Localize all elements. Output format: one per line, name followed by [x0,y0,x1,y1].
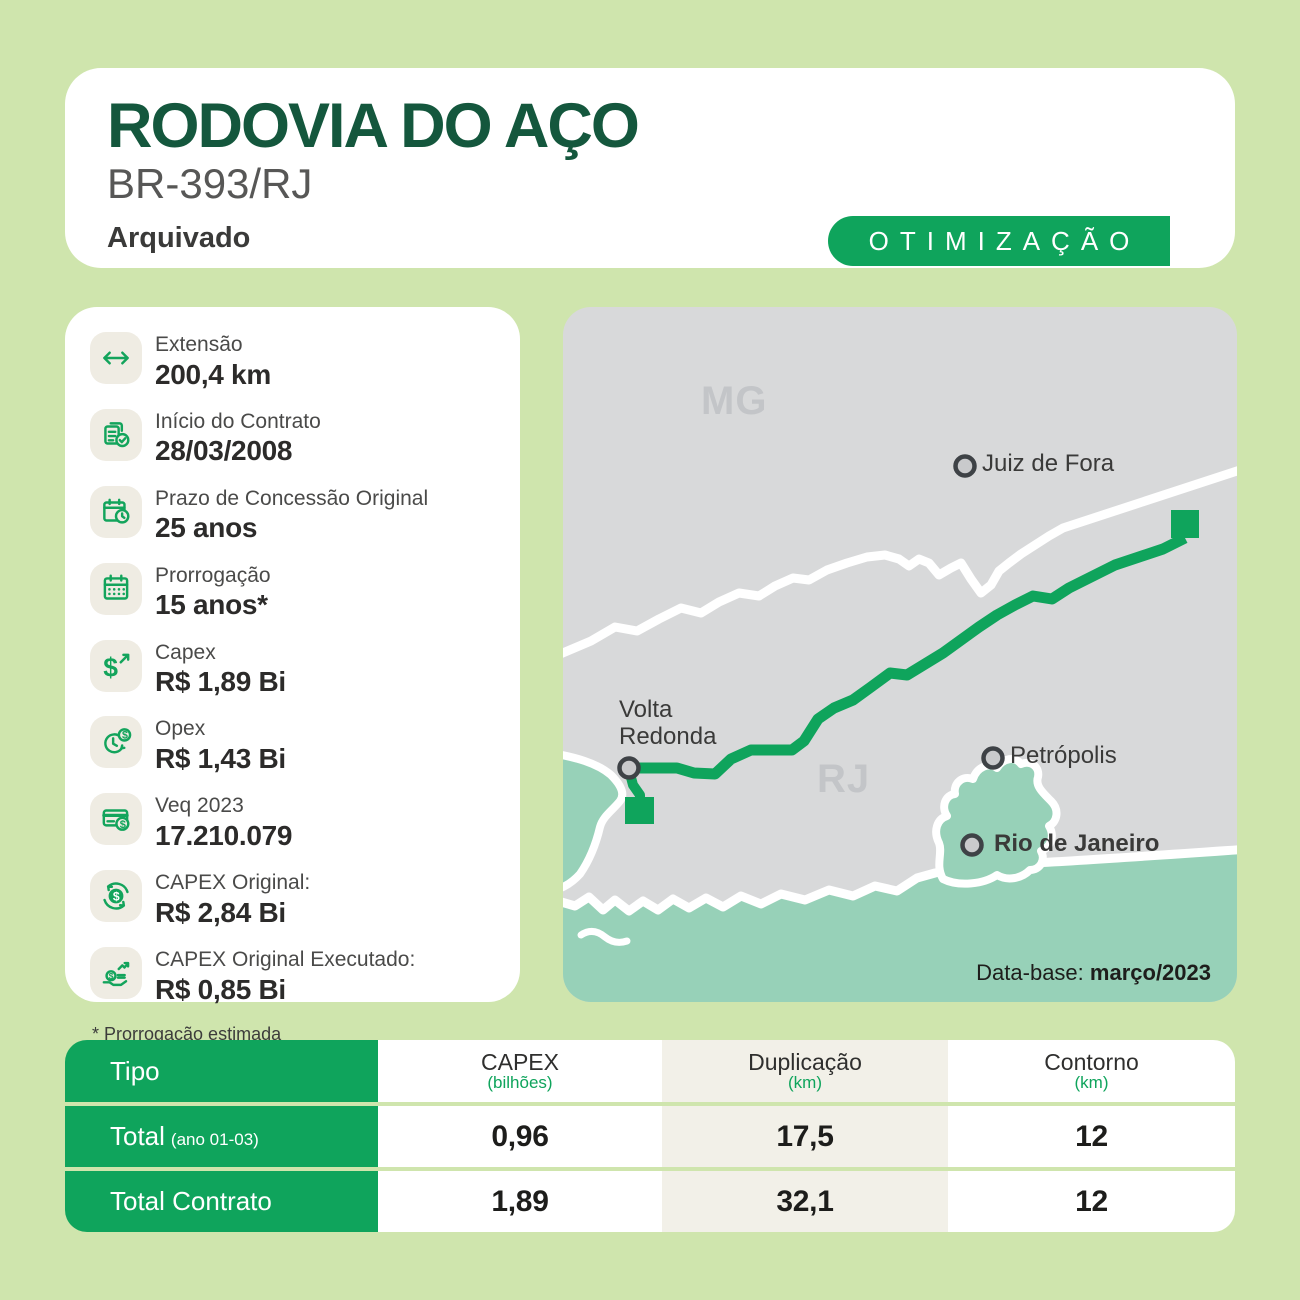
stat-extensao: Extensão 200,4 km [90,332,500,390]
highway-code: BR-393/RJ [107,160,313,208]
calendar-icon [90,562,142,615]
hand-money-icon: $ [90,947,142,999]
value-cell: 32,1 [662,1171,948,1232]
stat-label: Prorrogação [155,563,271,587]
length-arrow-icon [90,332,142,384]
row-label-cell: Total Contrato [65,1171,378,1232]
svg-text:$: $ [109,971,114,981]
stat-label: CAPEX Original: [155,871,311,895]
stat-capex-original: $ CAPEX Original: R$ 2,84 Bi [90,870,500,928]
row-label-cell: Total (ano 01-03) [65,1106,378,1167]
database-note: Data-base: março/2023 [976,960,1211,986]
stat-label: Veq 2023 [155,794,244,818]
svg-text:$: $ [103,652,118,682]
stat-label: Extensão [155,333,243,356]
category-badge: OTIMIZAÇÃO [828,216,1170,266]
west-region-shape [563,751,627,892]
page-title: RODOVIA DO AÇO [107,91,640,161]
stat-value: 17.210.079 [155,819,293,851]
map-graphic [563,454,1237,1002]
dollar-up-icon: $ [90,639,142,692]
stat-inicio-contrato: Início do Contrato 28/03/2008 [90,408,500,467]
stat-capex: $ Capex R$ 1,89 Bi [90,639,500,698]
marker-petropolis [981,746,1005,770]
header-cell-contorno: Contorno (km) [948,1040,1235,1102]
state-boundary-line [563,466,1237,658]
svg-text:$: $ [113,890,120,904]
stat-value: 200,4 km [155,358,271,390]
rio-peninsula-shape [932,755,1061,888]
contract-document-icon [90,408,142,461]
stat-prorrogacao: Prorrogação 15 anos* [90,562,500,621]
city-label-volta-redonda: Volta Redonda [619,696,717,750]
header-cell-tipo: Tipo [65,1040,378,1102]
header-card: RODOVIA DO AÇO BR-393/RJ Arquivado OTIMI… [65,68,1235,268]
value-cell: 1,89 [378,1171,662,1232]
stat-label: Prazo de Concessão Original [155,486,429,510]
region-label-mg: MG [701,379,768,423]
stat-value: 15 anos* [155,589,268,621]
database-label: Data-base: [976,960,1084,985]
value-cell: 12 [948,1106,1235,1167]
header-cell-capex: CAPEX (bilhões) [378,1040,662,1102]
table-row-total-contrato: Total Contrato 1,89 32,1 12 [65,1171,1235,1232]
stat-capex-executado: $ CAPEX Original Executado: R$ 0,85 Bi [90,947,500,1005]
value-cell: 17,5 [662,1106,948,1167]
status-label: Arquivado [107,222,251,255]
value-cell: 12 [948,1171,1235,1232]
stat-value: 28/03/2008 [155,435,293,467]
marker-rio-de-janeiro [960,833,984,857]
stat-prazo-original: Prazo de Concessão Original 25 anos [90,485,500,544]
city-label-juiz-de-fora: Juiz de Fora [982,450,1115,477]
stat-label: Opex [155,717,206,741]
stat-label: Capex [155,640,216,664]
stat-label: Início do Contrato [155,409,321,433]
stat-value: R$ 2,84 Bi [155,896,286,928]
stat-value: R$ 0,85 Bi [155,973,286,1005]
table-row-total: Total (ano 01-03) 0,96 17,5 12 [65,1106,1235,1167]
footnote: * Prorrogação estimada [92,1023,282,1044]
clock-dollar-icon: $ [90,716,142,769]
svg-text:$: $ [122,730,128,742]
region-label-rj: RJ [817,757,871,801]
stat-value: R$ 1,43 Bi [155,742,286,774]
route-endpoint-south [625,797,654,824]
highway-route-line [629,533,1188,780]
svg-text:$: $ [120,819,127,831]
stat-opex: $ Opex R$ 1,43 Bi [90,716,500,774]
stat-label: CAPEX Original Executado: [155,948,416,971]
stat-veq: $ Veq 2023 17.210.079 [90,793,500,851]
stat-value: 25 anos [155,512,258,544]
marker-juiz-de-fora [953,454,977,478]
summary-table: Tipo CAPEX (bilhões) Duplicação (km) Con… [65,1040,1235,1232]
coin-cycle-icon: $ [90,870,142,923]
database-value: março/2023 [1089,960,1211,985]
card-dollar-icon: $ [90,793,142,846]
city-label-rio-de-janeiro: Rio de Janeiro [994,830,1160,857]
route-map: MG RJ Juiz de Fora Volta Redonda Petrópo… [563,307,1237,1002]
route-endpoint-north [1171,510,1199,538]
table-header-row: Tipo CAPEX (bilhões) Duplicação (km) Con… [65,1040,1235,1102]
city-label-petropolis: Petrópolis [1010,742,1117,769]
calendar-clock-icon [90,485,142,538]
marker-volta-redonda [617,756,641,780]
stat-value: R$ 1,89 Bi [155,666,286,698]
header-cell-duplicacao: Duplicação (km) [662,1040,948,1102]
value-cell: 0,96 [378,1106,662,1167]
stats-card: Extensão 200,4 km Início do Contrato 28/… [65,307,520,1044]
